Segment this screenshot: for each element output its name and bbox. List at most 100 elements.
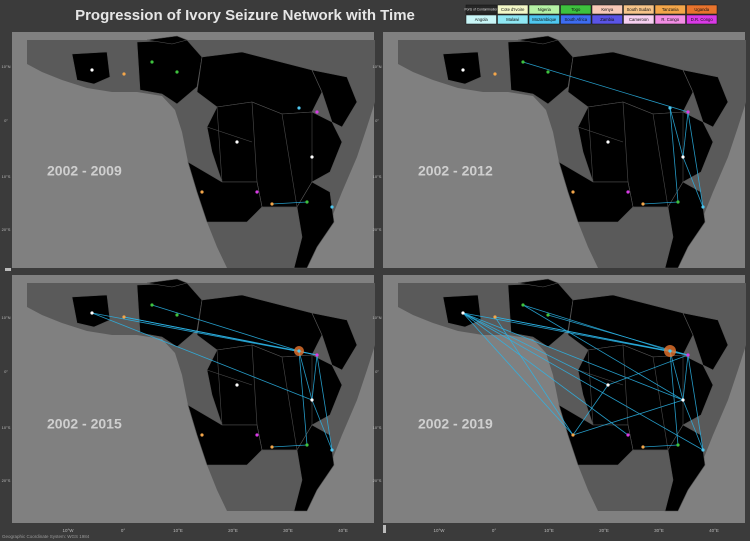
node [493, 315, 497, 319]
legend-label: Nigeria [538, 7, 552, 12]
longitude-label: 20°E [599, 528, 609, 533]
node [668, 106, 672, 110]
latitude-label: 10°N [373, 64, 382, 69]
legend-label: Cote d'Ivoire [501, 7, 525, 12]
node [571, 433, 575, 437]
network-link [311, 354, 318, 401]
separator [383, 525, 386, 533]
latitude-label: 10°S [373, 174, 382, 179]
country [682, 69, 729, 128]
node [676, 200, 680, 204]
latitude-label: 0° [4, 118, 8, 123]
node [606, 140, 610, 144]
legend-label: D.R. Congo [691, 17, 714, 22]
longitude-label: 20°E [228, 528, 238, 533]
legend-label: Uganda [694, 7, 709, 12]
border [251, 344, 258, 426]
network-link [682, 354, 689, 401]
node [330, 448, 334, 452]
longitude-label: 40°E [709, 528, 719, 533]
country [146, 35, 188, 45]
map-panel: 2002 - 2019 [383, 275, 746, 523]
legend-label: R. Congo [661, 17, 679, 22]
node [676, 443, 680, 447]
latitude-label: 10°N [373, 315, 382, 320]
latitude-label: 0° [375, 369, 379, 374]
node [122, 72, 126, 76]
country [558, 161, 634, 223]
network-link [494, 316, 574, 436]
node [606, 383, 610, 387]
node [150, 303, 154, 307]
legend-swatch [497, 4, 529, 15]
country [558, 404, 634, 466]
network-link [682, 156, 704, 208]
node [305, 443, 309, 447]
legend-label: Mozambique [532, 17, 557, 22]
node [122, 315, 126, 319]
network-link [682, 111, 689, 158]
period-label: 2002 - 2019 [418, 416, 493, 432]
border [587, 106, 594, 183]
node [546, 313, 550, 317]
legend-swatch [560, 14, 592, 25]
country [517, 35, 559, 45]
network-link [151, 304, 300, 352]
border [652, 113, 669, 208]
network-link [91, 312, 313, 401]
border [206, 369, 253, 386]
latitude-label: 20°S [2, 478, 11, 483]
network-link [642, 201, 679, 205]
network-link [669, 107, 679, 203]
longitude-label: 30°E [654, 528, 664, 533]
network-link [682, 399, 704, 451]
node [255, 433, 259, 437]
border [652, 356, 669, 451]
border [216, 106, 223, 183]
network-link [298, 350, 313, 401]
node [641, 445, 645, 449]
legend-swatch [654, 4, 686, 15]
legend-label: South Africa [564, 17, 587, 22]
latitude-label: 20°S [373, 478, 382, 483]
node [626, 433, 630, 437]
node [305, 200, 309, 204]
node [493, 72, 497, 76]
longitude-label: 0° [492, 528, 497, 533]
node [701, 448, 705, 452]
country [507, 39, 574, 105]
map-panel: 2002 - 2009 [12, 32, 375, 269]
map-panel: 2002 - 2015 [12, 275, 375, 523]
legend-label: Ports of Contamination [464, 8, 498, 12]
period-label: 2002 - 2012 [418, 163, 493, 179]
legend-swatch [528, 4, 560, 15]
legend-swatch [686, 4, 718, 15]
latitude-label: 0° [4, 369, 8, 374]
legend-label: Zambia [600, 17, 615, 22]
period-label: 2002 - 2009 [47, 163, 122, 179]
country [664, 181, 706, 269]
legend-swatch [465, 14, 497, 25]
legend-label: Angola [475, 17, 489, 22]
map-panel: 2002 - 2012 [383, 32, 746, 269]
legend-label: Kenya [601, 7, 614, 12]
network-link [642, 444, 679, 448]
country [311, 312, 358, 371]
network-link [572, 399, 684, 436]
latitude-label: 10°S [2, 174, 11, 179]
network-link [522, 304, 684, 401]
country [517, 278, 559, 288]
legend-label: South Sudan [627, 7, 652, 12]
node [310, 155, 314, 159]
border [622, 344, 629, 426]
node [315, 353, 319, 357]
country [187, 161, 263, 223]
node [175, 313, 179, 317]
legend-label: Malawi [506, 17, 519, 22]
node [626, 190, 630, 194]
legend-swatch [591, 4, 623, 15]
node [90, 68, 94, 72]
node [175, 70, 179, 74]
border [281, 356, 298, 451]
network-link [522, 61, 689, 113]
